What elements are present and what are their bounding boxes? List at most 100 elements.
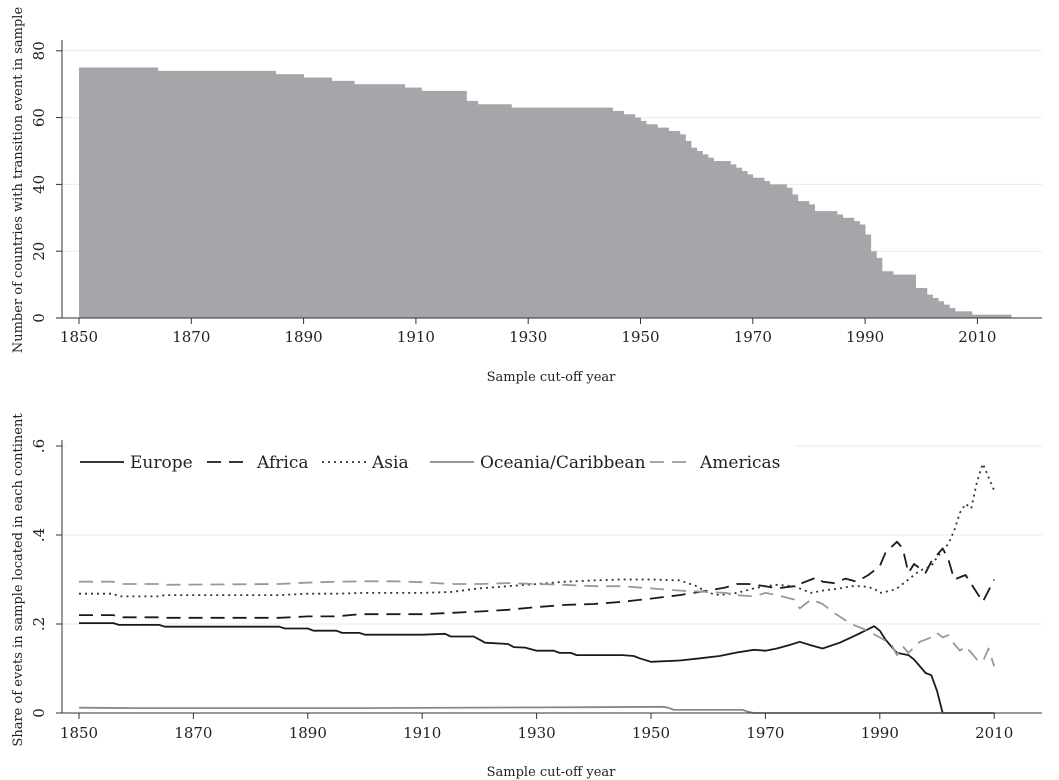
x-tick-label: 2010 xyxy=(975,724,1013,742)
bar xyxy=(747,174,754,318)
bar xyxy=(421,90,467,318)
panel-bottom: Europe Africa Asia Oceania/Caribbean America… xyxy=(11,413,1042,780)
x-tick-label: 1890 xyxy=(289,724,327,742)
bar xyxy=(865,234,872,318)
legend-box xyxy=(66,440,794,488)
bar xyxy=(971,314,1012,318)
bar xyxy=(646,124,658,318)
bar xyxy=(938,301,945,318)
x-axis-title: Sample cut-off year xyxy=(487,765,617,780)
y-tick-label: 40 xyxy=(30,175,48,194)
bar xyxy=(954,311,973,318)
bar xyxy=(702,154,709,318)
bar xyxy=(511,107,613,318)
bar xyxy=(808,204,815,318)
bar xyxy=(707,157,714,318)
bar xyxy=(943,304,950,318)
y-tick-label: 0 xyxy=(30,708,48,718)
bar xyxy=(792,194,799,318)
bar xyxy=(786,187,793,318)
bar xyxy=(623,114,636,318)
bar xyxy=(853,221,860,318)
legend-label: Oceania/Caribbean xyxy=(480,453,646,473)
x-tick-label: 2010 xyxy=(958,328,996,346)
y-tick-label: 80 xyxy=(30,41,48,60)
x-tick-label: 1890 xyxy=(285,328,323,346)
x-tick-label: 1870 xyxy=(174,724,212,742)
bar xyxy=(477,104,512,319)
legend-label: Europe xyxy=(130,453,193,473)
bar xyxy=(797,201,810,318)
x-tick-label: 1970 xyxy=(746,724,784,742)
bar xyxy=(612,110,625,318)
bar xyxy=(893,274,917,318)
x-tick-label: 1870 xyxy=(172,328,210,346)
x-tick-label: 1930 xyxy=(509,328,547,346)
legend-label: Asia xyxy=(371,453,409,473)
x-tick-label: 1910 xyxy=(403,724,441,742)
y-tick-label: 0 xyxy=(30,313,48,323)
series-line xyxy=(79,622,995,714)
bar xyxy=(691,147,698,318)
legend: Europe Africa Asia Oceania/Caribbean America… xyxy=(66,440,794,488)
y-tick-label: 20 xyxy=(30,242,48,261)
bar xyxy=(668,130,681,318)
bar xyxy=(837,214,844,318)
bar xyxy=(814,211,838,318)
bar xyxy=(679,134,686,318)
bar xyxy=(303,77,333,319)
x-tick-label: 1990 xyxy=(861,724,899,742)
x-tick-label: 1950 xyxy=(621,328,659,346)
y-axis-title: Number of countries with transition even… xyxy=(11,7,26,354)
y-tick-label: .4 xyxy=(30,528,48,542)
bar xyxy=(466,100,479,319)
bar xyxy=(331,80,355,318)
bar xyxy=(769,184,787,318)
series-line xyxy=(79,540,996,619)
series-line xyxy=(79,580,996,667)
bar xyxy=(870,251,877,318)
x-axis-title: Sample cut-off year xyxy=(487,370,617,385)
bar xyxy=(275,74,304,319)
bar xyxy=(752,177,765,318)
bar xyxy=(932,297,939,318)
bar xyxy=(926,294,933,318)
bar xyxy=(859,224,866,318)
x-tick-label: 1990 xyxy=(846,328,884,346)
bar xyxy=(640,120,647,318)
legend-label: Africa xyxy=(256,453,309,473)
series-line xyxy=(78,705,995,714)
bar xyxy=(735,167,742,318)
x-tick-label: 1850 xyxy=(60,724,98,742)
bar xyxy=(730,164,737,318)
bar xyxy=(657,127,669,319)
bar xyxy=(713,161,731,318)
bar xyxy=(79,67,159,318)
bar xyxy=(949,307,956,318)
x-tick-label: 1850 xyxy=(60,328,98,346)
x-tick-label: 1930 xyxy=(518,724,556,742)
bar xyxy=(354,84,406,318)
y-axis-title: Share of evets in sample located in each… xyxy=(11,413,26,747)
y-tick-label: .6 xyxy=(30,439,48,453)
bar xyxy=(696,151,703,318)
bar xyxy=(157,70,276,318)
bar xyxy=(915,287,928,318)
y-tick-label: .2 xyxy=(30,617,48,631)
y-tick-label: 60 xyxy=(30,108,48,127)
series-line xyxy=(79,462,996,598)
x-tick-label: 1970 xyxy=(734,328,772,346)
bar xyxy=(764,181,771,318)
panel-top: 0 20 40 60 80 1850 1870 1890 1910 1930 1950 1970 199… xyxy=(11,7,1042,385)
bar xyxy=(685,140,692,318)
bar xyxy=(876,257,883,318)
bar xyxy=(881,271,894,318)
legend-label: Americas xyxy=(699,453,780,473)
x-tick-label: 1950 xyxy=(632,724,670,742)
x-tick-label: 1910 xyxy=(397,328,435,346)
bar xyxy=(842,217,855,318)
bar xyxy=(404,87,422,318)
bar xyxy=(634,117,641,318)
bar xyxy=(741,171,748,318)
